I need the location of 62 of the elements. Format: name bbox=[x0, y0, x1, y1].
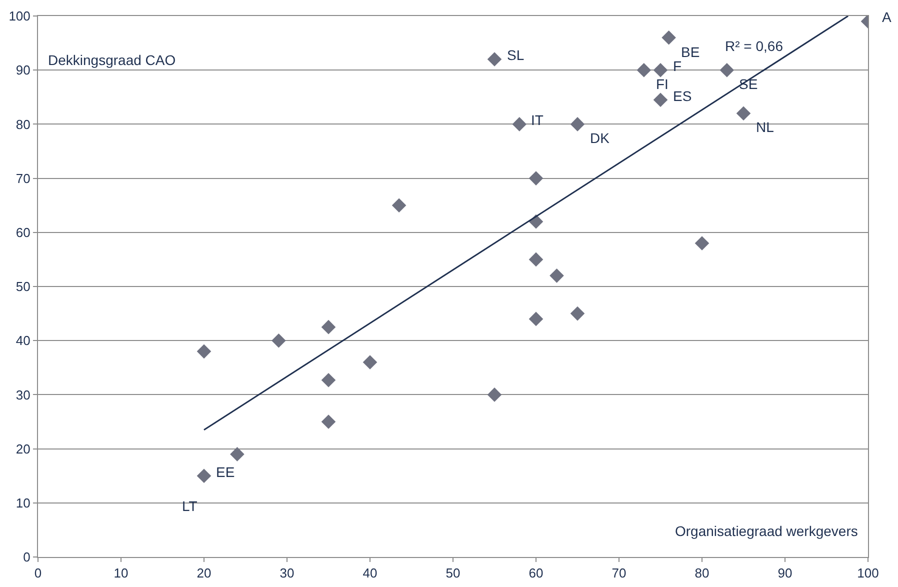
annotation: NL bbox=[756, 119, 774, 135]
y-tick-label: 50 bbox=[16, 279, 30, 294]
annotation: BE bbox=[681, 44, 700, 60]
x-tick-label: 0 bbox=[34, 566, 42, 581]
x-tick-label: 80 bbox=[694, 566, 710, 581]
x-tick-label: 60 bbox=[528, 566, 544, 581]
point bbox=[570, 117, 585, 132]
x-tick-label: 10 bbox=[114, 566, 128, 581]
point bbox=[736, 106, 751, 121]
y-tick-label: 20 bbox=[16, 441, 30, 456]
annotation: R² = 0,66 bbox=[725, 38, 784, 54]
annotation: SE bbox=[739, 76, 758, 92]
point bbox=[487, 52, 502, 66]
y-tick-label: 10 bbox=[16, 495, 30, 510]
x-tick-label: 50 bbox=[446, 566, 460, 581]
annotation: LT bbox=[182, 498, 198, 514]
point bbox=[196, 468, 212, 483]
y-tick-label: 40 bbox=[16, 333, 30, 348]
x-tick-label: 40 bbox=[362, 566, 378, 581]
annotation: EE bbox=[216, 464, 235, 480]
annotation: DK bbox=[590, 130, 610, 146]
annotation: ES bbox=[673, 88, 692, 104]
annotation: F bbox=[673, 58, 682, 74]
point bbox=[528, 312, 544, 326]
annotation: A bbox=[882, 9, 892, 25]
point bbox=[512, 117, 527, 132]
point bbox=[720, 62, 734, 78]
annotation: SL bbox=[507, 47, 524, 63]
y-tick-label: 0 bbox=[23, 550, 30, 565]
x-tick-label: 30 bbox=[280, 566, 294, 581]
point bbox=[392, 198, 406, 212]
y-tick-label: 60 bbox=[16, 224, 30, 240]
point bbox=[550, 268, 564, 283]
x-tick-label: 20 bbox=[196, 566, 212, 581]
point bbox=[487, 388, 502, 402]
point bbox=[196, 344, 212, 359]
point bbox=[662, 30, 676, 45]
point bbox=[636, 62, 652, 78]
point bbox=[362, 355, 378, 370]
point bbox=[272, 333, 286, 348]
x-tick-label: 100 bbox=[857, 566, 879, 581]
point bbox=[528, 171, 544, 186]
y-tick-label: 30 bbox=[16, 387, 30, 402]
y-tick-label: 90 bbox=[16, 62, 30, 78]
annotation: FI bbox=[656, 76, 668, 92]
point bbox=[321, 372, 336, 388]
point bbox=[653, 92, 668, 107]
point bbox=[528, 252, 544, 267]
y-tick-label: 100 bbox=[8, 8, 30, 24]
y-axis-title: Dekkingsgraad CAO bbox=[48, 52, 176, 68]
point bbox=[321, 414, 336, 429]
point bbox=[321, 320, 336, 334]
x-tick-label: 90 bbox=[778, 566, 792, 581]
point bbox=[653, 62, 668, 78]
point bbox=[230, 447, 244, 462]
y-tick-label: 80 bbox=[16, 116, 30, 132]
point bbox=[570, 306, 585, 321]
x-axis-title: Organisatiegraad werkgevers bbox=[675, 523, 858, 539]
x-tick-label: 70 bbox=[612, 566, 626, 581]
point bbox=[694, 236, 710, 250]
annotation: IT bbox=[531, 112, 544, 128]
y-tick-label: 70 bbox=[16, 170, 30, 186]
